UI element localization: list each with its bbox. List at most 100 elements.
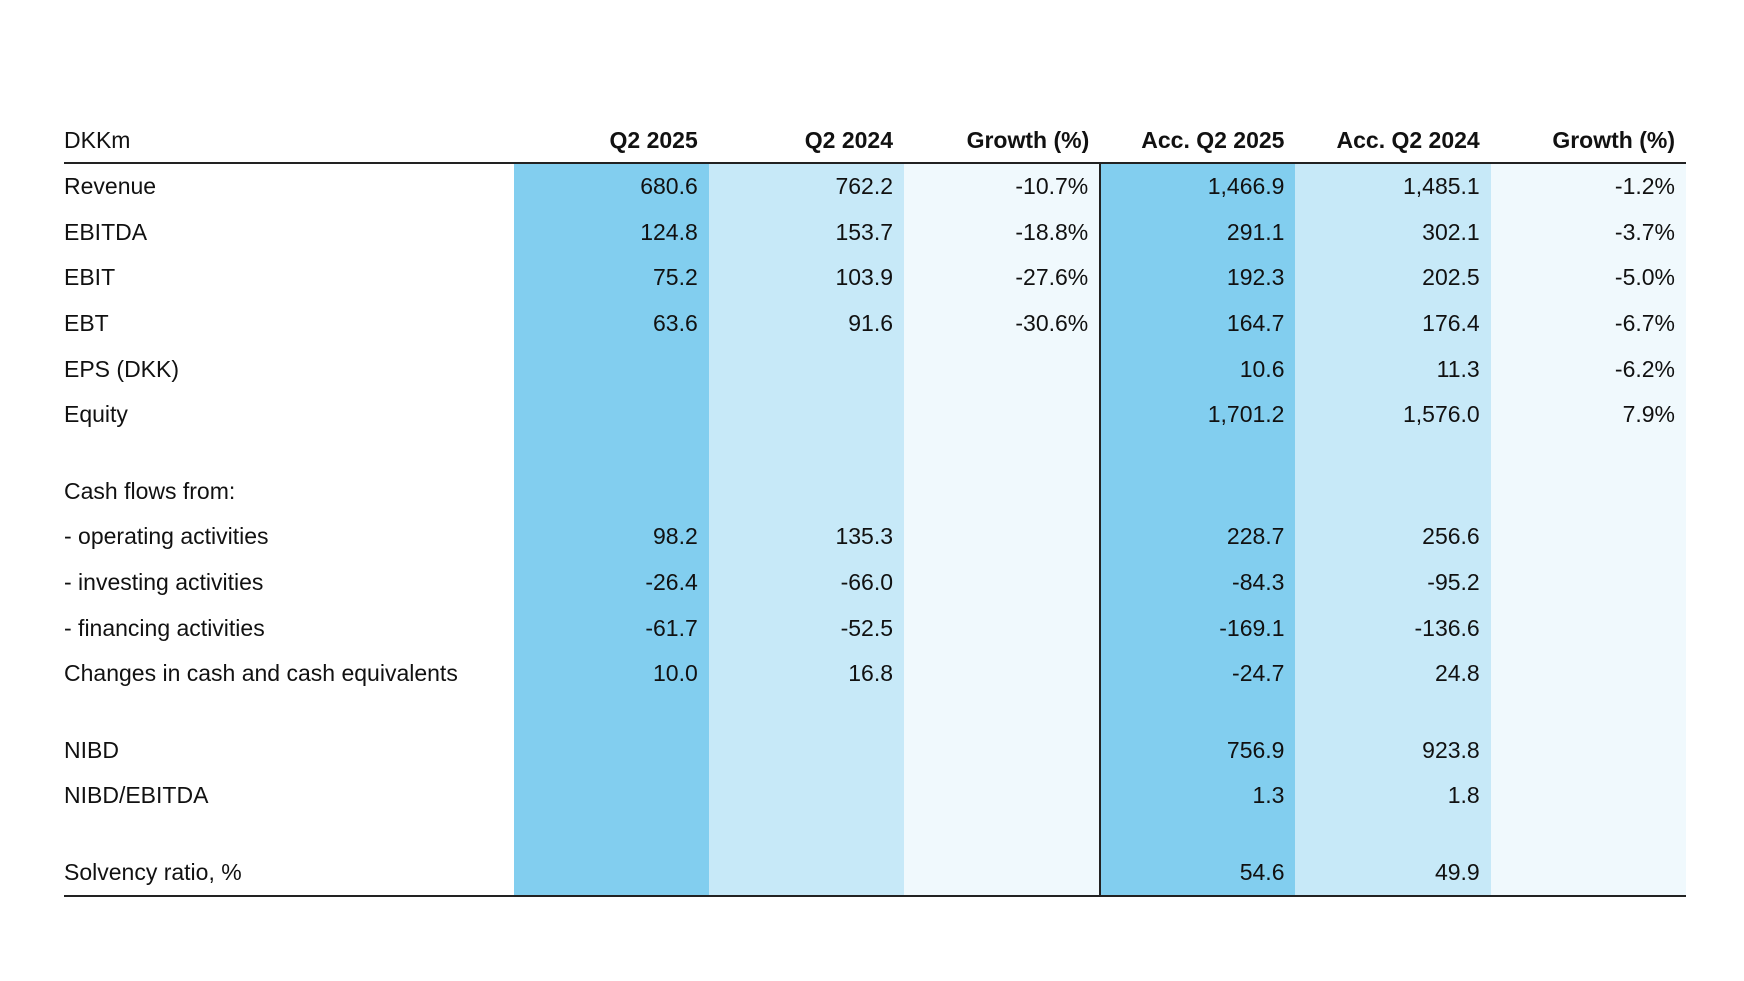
value-q2-2024: 103.9 <box>708 255 905 301</box>
header-unit: DKKm <box>64 118 514 164</box>
value-q2-2025: 124.8 <box>513 209 709 256</box>
row-label: - operating activities <box>64 514 514 560</box>
value-growth-quarter <box>904 605 1101 651</box>
value-growth-accumulated <box>1490 468 1686 515</box>
spacer-row <box>64 818 1686 850</box>
value-acc-q2-2025: -84.3 <box>1099 559 1296 606</box>
value-acc-q2-2025: 192.3 <box>1099 255 1296 301</box>
value-acc-q2-2025 <box>1099 468 1296 515</box>
row-label <box>64 818 514 850</box>
row-label: EBITDA <box>64 209 514 256</box>
value-growth-accumulated <box>1490 818 1686 850</box>
value-q2-2025: -61.7 <box>513 605 709 651</box>
header-q2-2025: Q2 2025 <box>513 118 709 164</box>
value-growth-accumulated <box>1490 696 1686 728</box>
value-growth-accumulated: -1.2% <box>1490 163 1686 210</box>
header-acc-q2-2025: Acc. Q2 2025 <box>1100 118 1296 164</box>
value-acc-q2-2024: -136.6 <box>1295 605 1491 651</box>
value-acc-q2-2025 <box>1099 818 1296 850</box>
value-growth-quarter <box>904 696 1101 728</box>
value-growth-quarter <box>904 437 1101 469</box>
table-row: EBT 63.6 91.6 -30.6% 164.7 176.4 -6.7% <box>64 300 1686 347</box>
value-acc-q2-2025 <box>1099 437 1296 469</box>
table-row: Equity 1,701.2 1,576.0 7.9% <box>64 391 1686 438</box>
row-label <box>64 696 514 728</box>
value-q2-2024 <box>708 849 905 898</box>
header-growth-quarter: Growth (%) <box>904 118 1101 164</box>
spacer-row <box>64 696 1686 728</box>
value-q2-2025 <box>513 696 709 728</box>
value-q2-2024 <box>708 773 905 819</box>
value-growth-quarter <box>904 468 1101 515</box>
value-q2-2025 <box>513 849 709 898</box>
value-q2-2025 <box>513 437 709 469</box>
value-growth-quarter: -18.8% <box>904 209 1101 256</box>
table-header-row: DKKm Q2 2025 Q2 2024 Growth (%) Acc. Q2 … <box>64 118 1686 164</box>
value-growth-quarter <box>904 650 1101 697</box>
value-q2-2025: 680.6 <box>513 163 709 210</box>
value-acc-q2-2024: 1,485.1 <box>1295 163 1491 210</box>
value-acc-q2-2025: -169.1 <box>1099 605 1296 651</box>
table-row: NIBD/EBITDA 1.3 1.8 <box>64 773 1686 819</box>
value-growth-accumulated: 7.9% <box>1490 391 1686 438</box>
header-q2-2024: Q2 2024 <box>708 118 905 164</box>
value-q2-2024: -66.0 <box>708 559 905 606</box>
value-q2-2024: 16.8 <box>708 650 905 697</box>
value-acc-q2-2025: 1,466.9 <box>1099 163 1296 210</box>
table-row: - investing activities -26.4 -66.0 -84.3 -95… <box>64 559 1686 606</box>
value-acc-q2-2025: 54.6 <box>1099 849 1296 898</box>
value-q2-2024 <box>708 818 905 850</box>
value-acc-q2-2025: 291.1 <box>1099 209 1296 256</box>
value-q2-2024 <box>708 468 905 515</box>
value-q2-2025: 63.6 <box>513 300 709 347</box>
value-q2-2025 <box>513 468 709 515</box>
value-acc-q2-2024: 1,576.0 <box>1295 391 1491 438</box>
value-acc-q2-2024: 923.8 <box>1295 727 1491 774</box>
value-acc-q2-2024: 49.9 <box>1295 849 1491 898</box>
value-growth-quarter <box>904 773 1101 819</box>
value-growth-quarter <box>904 391 1101 438</box>
row-label: EPS (DKK) <box>64 346 514 392</box>
row-label: Equity <box>64 391 514 438</box>
value-acc-q2-2025: 228.7 <box>1099 514 1296 560</box>
value-growth-accumulated: -5.0% <box>1490 255 1686 301</box>
value-growth-accumulated <box>1490 849 1686 898</box>
value-q2-2025 <box>513 773 709 819</box>
table-row: NIBD 756.9 923.8 <box>64 727 1686 774</box>
value-growth-quarter <box>904 727 1101 774</box>
value-q2-2024: 135.3 <box>708 514 905 560</box>
row-label: Cash flows from: <box>64 468 514 515</box>
value-acc-q2-2025: 1,701.2 <box>1099 391 1296 438</box>
value-growth-accumulated: -6.7% <box>1490 300 1686 347</box>
value-acc-q2-2025: 1.3 <box>1099 773 1296 819</box>
value-growth-quarter: -10.7% <box>904 163 1101 210</box>
value-q2-2025 <box>513 818 709 850</box>
spacer-row <box>64 437 1686 469</box>
value-acc-q2-2025: 164.7 <box>1099 300 1296 347</box>
table-row: Changes in cash and cash equivalents 10.0… <box>64 650 1686 697</box>
value-acc-q2-2025: 756.9 <box>1099 727 1296 774</box>
table-row: Cash flows from: <box>64 468 1686 515</box>
value-q2-2025: -26.4 <box>513 559 709 606</box>
value-q2-2024 <box>708 696 905 728</box>
value-q2-2024: 153.7 <box>708 209 905 256</box>
value-growth-accumulated <box>1490 559 1686 606</box>
financial-highlights-table: DKKm Q2 2025 Q2 2024 Growth (%) Acc. Q2 … <box>64 118 1686 898</box>
row-label: Solvency ratio, % <box>64 849 514 898</box>
value-acc-q2-2025: -24.7 <box>1099 650 1296 697</box>
value-growth-quarter: -27.6% <box>904 255 1101 301</box>
value-acc-q2-2024: 302.1 <box>1295 209 1491 256</box>
value-growth-accumulated: -6.2% <box>1490 346 1686 392</box>
value-q2-2024 <box>708 727 905 774</box>
header-acc-q2-2024: Acc. Q2 2024 <box>1295 118 1491 164</box>
row-label: - financing activities <box>64 605 514 651</box>
value-acc-q2-2024 <box>1295 696 1491 728</box>
table-body: Revenue 680.6 762.2 -10.7% 1,466.9 1,485.1 -1.… <box>64 163 1686 898</box>
value-acc-q2-2024 <box>1295 468 1491 515</box>
table-row: EBIT 75.2 103.9 -27.6% 192.3 202.5 -5.0% <box>64 255 1686 301</box>
value-acc-q2-2025 <box>1099 696 1296 728</box>
value-acc-q2-2025: 10.6 <box>1099 346 1296 392</box>
row-label: EBT <box>64 300 514 347</box>
value-growth-quarter <box>904 559 1101 606</box>
row-label <box>64 437 514 469</box>
